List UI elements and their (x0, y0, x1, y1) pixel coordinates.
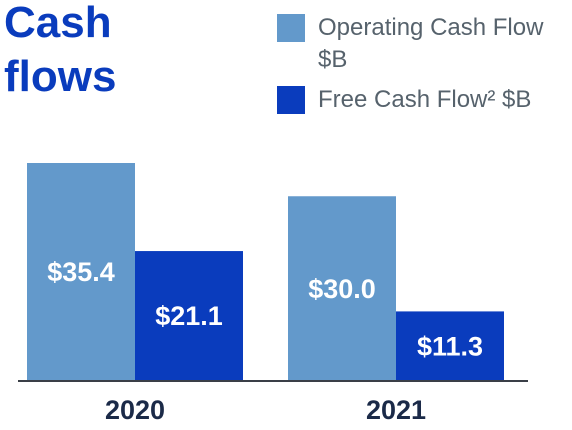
chart-title: Cash flows (4, 0, 117, 101)
bar (27, 163, 135, 381)
legend-label: Free Cash Flow² $B (318, 86, 532, 113)
x-tick-label: 2020 (105, 395, 165, 425)
legend-swatch (277, 86, 305, 114)
value-label: $11.3 (417, 331, 483, 361)
x-tick-label: 2021 (366, 395, 426, 425)
value-label: $35.4 (47, 257, 115, 287)
value-label: $21.1 (155, 301, 223, 331)
bar (288, 196, 396, 381)
legend-item: Operating Cash Flow $B (277, 14, 548, 76)
value-label: $30.0 (308, 274, 376, 304)
bar (135, 251, 243, 381)
legend-label: Operating Cash Flow $B (318, 14, 544, 73)
legend-swatch (277, 14, 305, 42)
bar (396, 311, 504, 381)
legend-item: Free Cash Flow² $B (277, 86, 548, 116)
